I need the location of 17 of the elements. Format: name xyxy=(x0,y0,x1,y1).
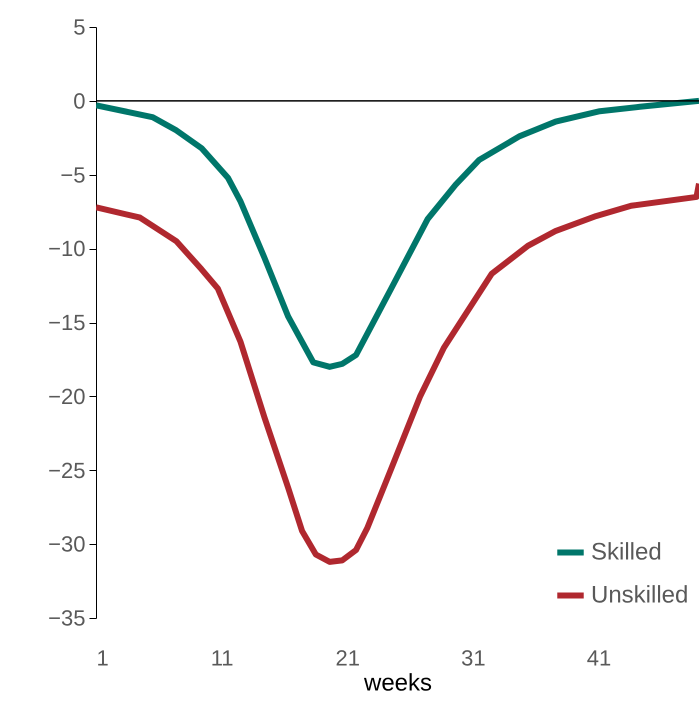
x-tick-label: 11 xyxy=(210,646,234,670)
x-tick-label: 21 xyxy=(336,646,360,670)
x-tick-label: 31 xyxy=(461,646,486,670)
x-axis-title: weeks xyxy=(362,670,432,696)
x-tick-label: 41 xyxy=(586,646,612,670)
x-tick-label: 1 xyxy=(96,646,109,670)
y-tick-label: −15 xyxy=(48,310,86,335)
y-tick-label: −10 xyxy=(48,236,86,262)
y-tick-label: −30 xyxy=(48,532,86,557)
y-tick-label: −20 xyxy=(48,384,86,409)
legend-label: Unskilled xyxy=(591,582,688,608)
y-tick-label: −35 xyxy=(48,606,86,630)
y-tick-label: 5 xyxy=(73,14,86,40)
y-tick-label: −5 xyxy=(60,162,86,188)
y-tick-label: −25 xyxy=(48,458,86,483)
y-tick-label: 0 xyxy=(73,88,86,114)
legend-label: Skilled xyxy=(591,538,662,566)
